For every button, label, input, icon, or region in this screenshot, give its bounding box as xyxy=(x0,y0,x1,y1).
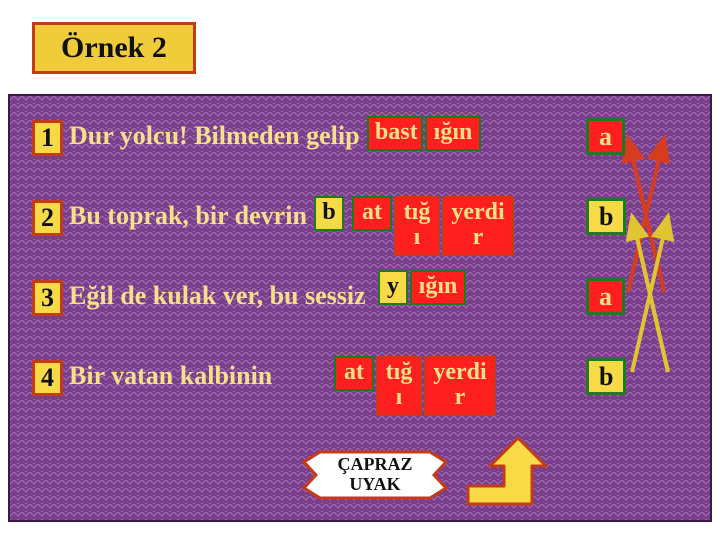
rhyme-letter: b xyxy=(586,198,626,235)
line-number: 1 xyxy=(32,120,63,156)
word-fragment: yerdir xyxy=(424,356,496,416)
banner-label: ÇAPRAZUYAK xyxy=(338,455,413,495)
word-fragment: at xyxy=(334,356,374,391)
word-fragments: attığıyerdir xyxy=(350,196,514,256)
word-fragment: at xyxy=(352,196,392,231)
poem-line: 1Dur yolcu! Bilmeden gelip xyxy=(32,120,360,156)
word-fragments: attığıyerdir xyxy=(332,356,496,416)
rhyme-letter: b xyxy=(586,358,626,395)
line-text: Bu toprak, bir devrin xyxy=(69,200,307,233)
example-title: Örnek 2 xyxy=(32,22,196,74)
line-number: 2 xyxy=(32,200,63,236)
main-panel: ÇAPRAZUYAK 1Dur yolcu! Bilmeden gelipbas… xyxy=(8,94,712,522)
word-fragment: yerdir xyxy=(442,196,514,256)
big-arrow-icon xyxy=(462,430,548,510)
word-fragment: bast xyxy=(367,116,423,151)
word-fragment: ığın xyxy=(410,270,466,305)
line-text: Dur yolcu! Bilmeden gelip xyxy=(69,120,360,153)
word-fragment: tığı xyxy=(376,356,422,416)
rhyme-letter: a xyxy=(586,118,625,155)
poem-line: 4Bir vatan kalbinin xyxy=(32,360,272,396)
rhyme-scheme-banner: ÇAPRAZUYAK xyxy=(300,446,450,504)
word-fragment: b xyxy=(314,196,344,231)
word-fragments: bastığın xyxy=(365,116,481,151)
poem-line: 2Bu toprak, bir devrin xyxy=(32,200,307,236)
rhyme-letter: a xyxy=(586,278,625,315)
line-number: 4 xyxy=(32,360,63,396)
word-fragment: y xyxy=(378,270,408,305)
poem-line: 3Eğil de kulak ver, bu sessiz xyxy=(32,280,366,316)
word-fragment: tığı xyxy=(394,196,440,256)
line-number: 3 xyxy=(32,280,63,316)
line-text: Bir vatan kalbinin xyxy=(69,360,272,393)
word-fragments: yığın xyxy=(376,270,466,305)
line-text: Eğil de kulak ver, bu sessiz xyxy=(69,280,366,313)
word-fragment: ığın xyxy=(425,116,481,151)
rhyme-cross-arrows xyxy=(618,116,698,406)
